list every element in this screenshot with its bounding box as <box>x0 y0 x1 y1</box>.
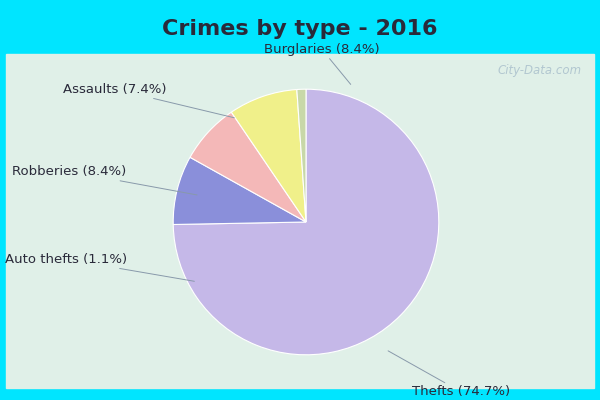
Bar <box>0 0 6 400</box>
Text: Burglaries (8.4%): Burglaries (8.4%) <box>264 43 380 84</box>
Wedge shape <box>173 89 439 355</box>
Text: Crimes by type - 2016: Crimes by type - 2016 <box>162 19 438 39</box>
Wedge shape <box>173 157 306 224</box>
Bar <box>6 54 594 388</box>
Text: City-Data.com: City-Data.com <box>498 64 582 77</box>
Bar <box>594 0 600 400</box>
Text: Robberies (8.4%): Robberies (8.4%) <box>13 165 197 195</box>
Text: Auto thefts (1.1%): Auto thefts (1.1%) <box>5 253 194 281</box>
Bar <box>0 388 600 400</box>
Text: Assaults (7.4%): Assaults (7.4%) <box>63 83 234 118</box>
Wedge shape <box>190 112 306 222</box>
Bar <box>0 0 600 54</box>
Wedge shape <box>232 90 306 222</box>
Text: Thefts (74.7%): Thefts (74.7%) <box>388 351 511 398</box>
Wedge shape <box>297 89 306 222</box>
